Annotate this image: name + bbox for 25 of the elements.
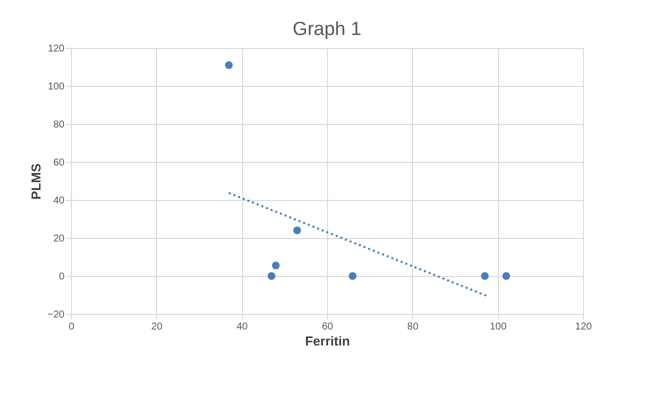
chart-title: Graph 1 [292, 19, 362, 40]
point [268, 272, 276, 280]
x-tick-label: 100 [490, 322, 507, 332]
x-tick-label: 120 [575, 322, 592, 332]
x-axis-title: Ferritin [305, 334, 350, 348]
point [348, 272, 356, 280]
point [224, 61, 233, 69]
y-tick-label: 80 [53, 120, 65, 130]
x-tick-label: 60 [322, 322, 334, 332]
y-tick-label: 60 [53, 158, 65, 168]
y-tick-label: 0 [58, 272, 65, 282]
point [480, 272, 489, 280]
point [502, 272, 510, 280]
y-tick-label: 120 [48, 44, 65, 54]
y-tick-label: 100 [48, 82, 65, 92]
point [272, 262, 280, 270]
x-tick-label: 80 [407, 322, 419, 332]
y-tick-label: −20 [48, 310, 65, 320]
x-tick-label: 20 [151, 322, 163, 332]
x-tick-label: 0 [68, 322, 75, 332]
y-tick-label: 20 [53, 234, 65, 244]
y-axis-title: PLMS [28, 163, 44, 200]
point [293, 226, 302, 234]
y-tick-label: 40 [53, 196, 65, 206]
x-tick-label: 40 [236, 322, 248, 332]
